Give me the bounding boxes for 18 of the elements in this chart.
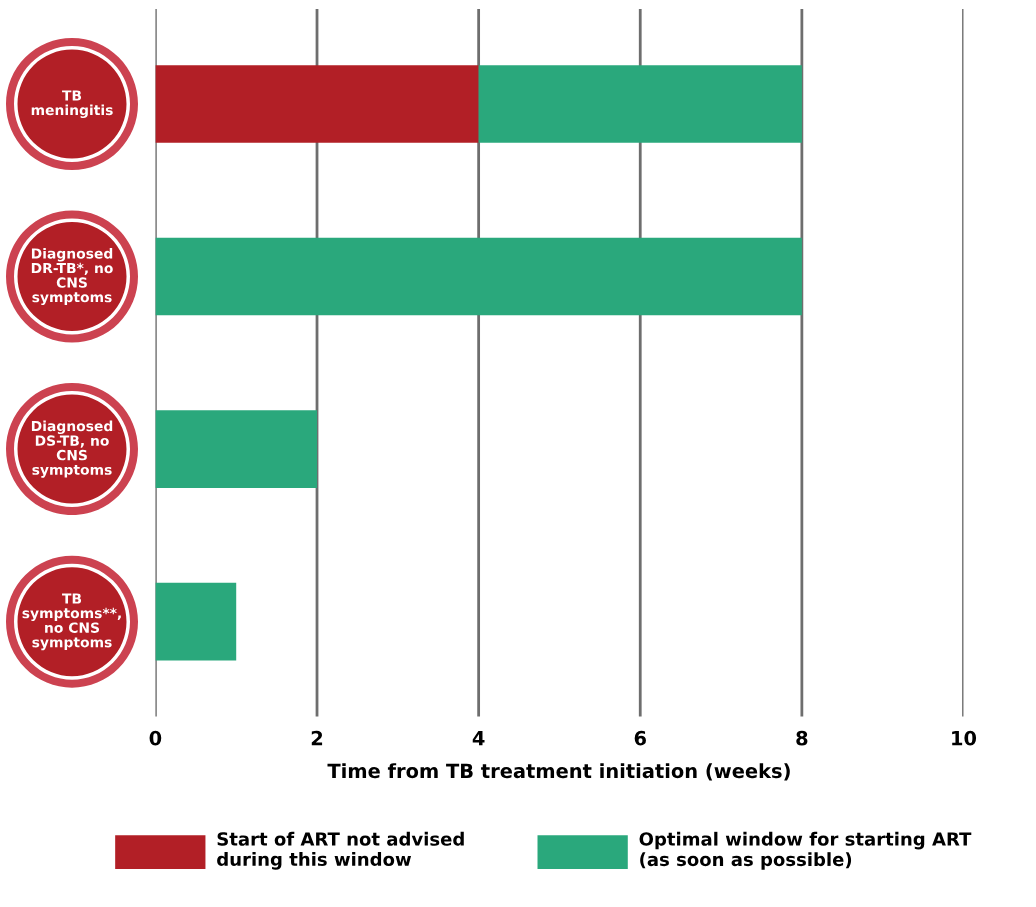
y-tick-label: Diagnosed DS-TB, no CNS symptoms (31, 420, 113, 478)
legend-label: Optimal window for starting ART (as soon as possible) (639, 831, 972, 870)
bar (155, 582, 237, 661)
x-tick-label: 0 (149, 730, 162, 746)
x-tick-label: 4 (472, 731, 485, 746)
x-tick-label: 10 (952, 730, 977, 746)
bar (155, 410, 318, 488)
bar (155, 237, 802, 316)
legend-label: Start of ART not advised during this window (217, 831, 464, 870)
bar (478, 65, 802, 143)
y-tick-label: Diagnosed DR-TB*, no CNS symptoms (31, 247, 113, 306)
x-axis-title: Time from TB treatment initiation (weeks) (327, 763, 790, 781)
y-tick-label: TB meningitis (31, 90, 113, 118)
x-tick-label: 8 (796, 730, 808, 746)
x-tick-label: 6 (634, 730, 646, 746)
x-tick-label: 2 (311, 730, 323, 746)
bar (155, 65, 479, 143)
y-tick-label: TB symptoms**, no CNS symptoms (22, 593, 121, 651)
